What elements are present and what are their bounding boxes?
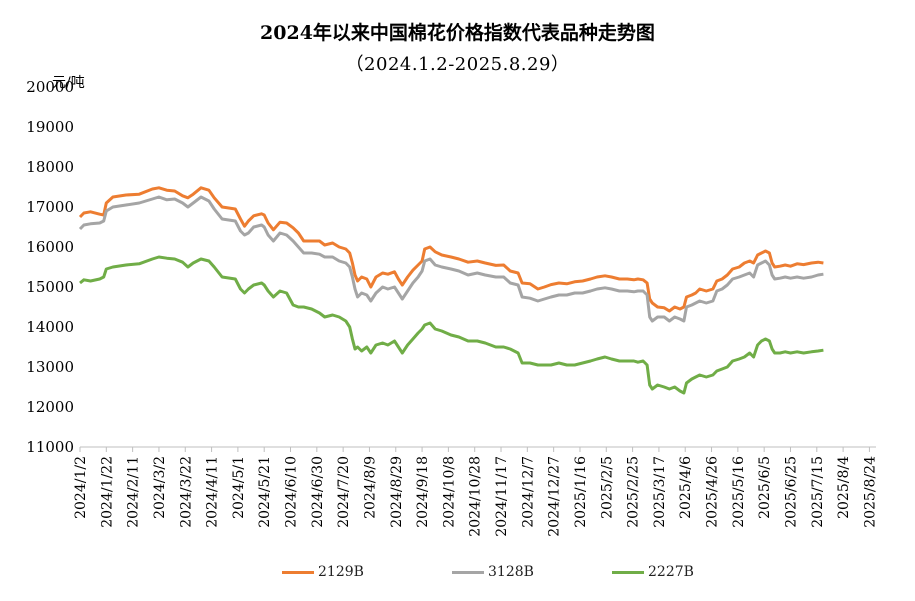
x-tick-label: 2024/8/9 [362, 456, 378, 519]
x-tick-label: 2025/4/26 [705, 456, 721, 528]
y-tick-label: 17000 [26, 198, 74, 216]
x-tick-label: 2024/10/28 [468, 456, 484, 537]
x-tick-label: 2024/3/2 [152, 456, 168, 519]
y-tick-label: 15000 [26, 278, 74, 296]
x-tick-label: 2024/4/11 [205, 456, 221, 528]
x-tick-label: 2024/8/29 [389, 456, 405, 528]
x-tick-label: 2024/6/10 [284, 456, 300, 528]
legend-label-2129b: 2129B [318, 564, 364, 580]
x-tick-label: 2025/8/4 [836, 456, 852, 519]
chart-subtitle: （2024.1.2-2025.8.29） [345, 54, 570, 75]
y-axis: 11000 12000 13000 14000 15000 16000 17000 18000… [26, 78, 74, 456]
y-tick-label: 19000 [26, 118, 74, 136]
x-tick-label: 2025/1/16 [573, 456, 589, 528]
legend-item-2129b: 2129B [282, 564, 364, 580]
legend-label-3128b: 3128B [488, 564, 534, 580]
y-tick-label: 14000 [26, 318, 74, 336]
x-tick-label: 2025/2/25 [626, 456, 642, 528]
x-tick-label: 2024/12/7 [520, 456, 536, 528]
legend-swatch-3128b [452, 570, 484, 574]
x-tick-label: 2025/8/24 [862, 456, 878, 528]
legend-item-3128b: 3128B [452, 564, 534, 580]
x-tick-label: 2025/6/5 [757, 456, 773, 519]
series-line-2129b [78, 186, 824, 313]
y-tick-label: 11000 [26, 438, 74, 456]
x-tick-label: 2024/2/11 [126, 456, 142, 528]
legend-swatch-2129b [282, 570, 314, 574]
legend: 2129B 3128B 2227B [0, 564, 915, 584]
x-tick-label: 2024/1/22 [99, 456, 115, 528]
x-tick-label: 2024/5/1 [231, 456, 247, 519]
chart-title: 2024年以来中国棉花价格指数代表品种走势图 [260, 22, 655, 44]
x-tick-label: 2024/3/22 [178, 456, 194, 528]
y-tick-label: 16000 [26, 238, 74, 256]
x-tick-label: 2024/9/18 [415, 456, 431, 528]
legend-item-2227b: 2227B [612, 564, 694, 580]
x-tick-label: 2024/11/17 [494, 456, 510, 537]
x-tick-label: 2025/7/15 [810, 456, 826, 528]
x-tick-label: 2024/7/20 [336, 456, 352, 528]
legend-label-2227b: 2227B [648, 564, 694, 580]
legend-swatch-2227b [612, 570, 644, 574]
x-axis: 2024/1/2 2024/1/22 2024/2/11 2024/3/2 2024/3… [73, 446, 878, 537]
y-tick-label: 12000 [26, 398, 74, 416]
x-tick-label: 2024/10/8 [441, 456, 457, 528]
x-tick-label: 2025/5/16 [731, 456, 747, 528]
y-axis-unit-label: 元/吨 [52, 75, 85, 91]
x-tick-label: 2024/12/27 [547, 456, 563, 537]
x-tick-label: 2025/2/5 [599, 456, 615, 519]
y-tick-label: 20000 [26, 78, 74, 96]
x-tick-label: 2025/3/17 [652, 456, 668, 528]
y-tick-label: 18000 [26, 158, 74, 176]
x-tick-label: 2024/6/30 [310, 456, 326, 528]
x-tick-label: 2025/4/6 [678, 456, 694, 519]
x-tick-label: 2024/5/21 [257, 456, 273, 528]
x-tick-label: 2024/1/2 [73, 456, 89, 519]
series-line-3128b [78, 195, 824, 323]
series-line-2227b [79, 255, 824, 395]
series-lines [78, 186, 824, 395]
y-tick-label: 13000 [26, 358, 74, 376]
x-tick-label: 2025/6/25 [783, 456, 799, 528]
